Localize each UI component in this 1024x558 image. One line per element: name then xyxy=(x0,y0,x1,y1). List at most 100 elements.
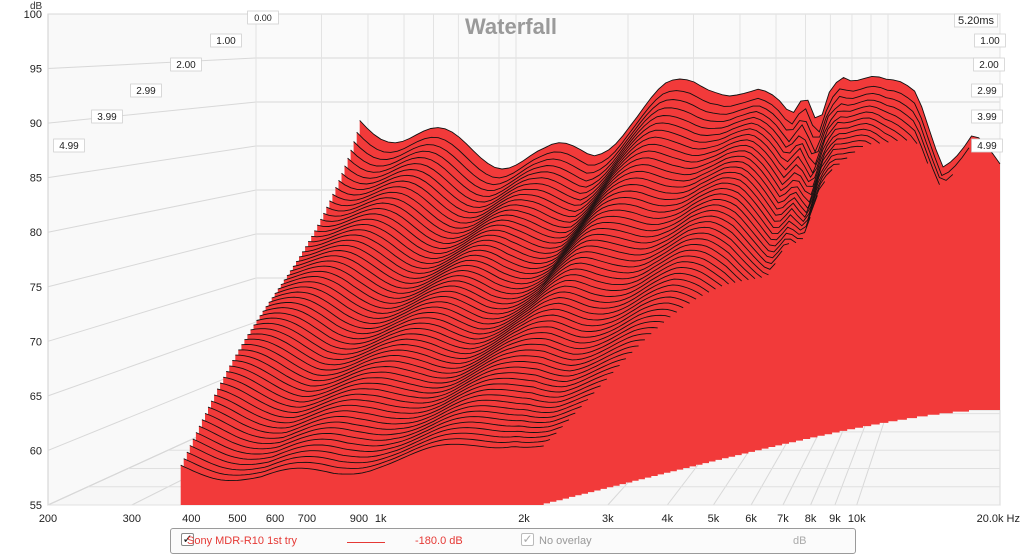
waterfall-slice-line xyxy=(192,419,570,460)
time-tick-label-left: 3.99 xyxy=(97,112,117,123)
waterfall-slice-line xyxy=(332,134,880,224)
waterfall-slice-line xyxy=(305,193,811,269)
time-tick-box xyxy=(53,138,85,153)
waterfall-slice-line xyxy=(338,122,898,214)
waterfall-slice-line xyxy=(241,314,671,376)
waterfall-slice-line xyxy=(198,405,582,450)
waterfall-slice-line xyxy=(216,364,620,419)
time-tick-box xyxy=(170,57,202,72)
grid-line-db-left xyxy=(47,365,257,451)
waterfall-slice-line xyxy=(344,111,918,203)
waterfall-slice-line xyxy=(253,290,697,355)
waterfall-slice-line xyxy=(317,163,840,249)
grid-line-db-left xyxy=(47,145,257,179)
time-tick-label-left: 2.00 xyxy=(176,60,196,71)
waterfall-slice-line xyxy=(238,320,665,382)
x-tick-label: 4k xyxy=(661,513,673,525)
time-tick-label-right: 4.99 xyxy=(977,141,997,152)
waterfall-slice-line xyxy=(326,145,864,234)
waterfall-slice-line xyxy=(292,215,783,289)
y-axis-unit: dB xyxy=(30,1,43,12)
legend-bar: ✓ Sony MDR-R10 1st try -180.0 dB ✓ No ov… xyxy=(170,528,856,554)
overlay-label[interactable]: No overlay xyxy=(539,535,592,547)
waterfall-slice-line xyxy=(268,261,729,329)
waterfall-slice-line xyxy=(311,181,826,259)
waterfall-slice-line xyxy=(235,327,658,387)
waterfall-slice-line xyxy=(195,412,576,455)
time-tick-label-left: 1.00 xyxy=(216,36,236,47)
waterfall-slice-line xyxy=(320,157,848,244)
time-tick-box xyxy=(971,109,1003,124)
x-tick-label: 600 xyxy=(266,513,284,525)
waterfall-slice-line xyxy=(286,226,769,299)
x-tick-label: 900 xyxy=(350,513,368,525)
waterfall-slice-line xyxy=(180,443,544,482)
waterfall-slice-line xyxy=(350,99,940,192)
x-tick-label: 200 xyxy=(39,513,57,525)
waterfall-slice-line xyxy=(289,221,776,294)
waterfall-slice-line xyxy=(223,351,633,408)
series-checkbox[interactable]: ✓ xyxy=(181,532,194,546)
waterfall-slice-line xyxy=(280,238,756,309)
grid-line-db-left xyxy=(47,277,257,342)
waterfall-slice-line xyxy=(356,85,970,179)
x-tick-label: 2k xyxy=(518,513,530,525)
time-tick-label-left: 2.99 xyxy=(136,86,156,97)
grid-line-db-left xyxy=(47,233,257,288)
waterfall-slice-line xyxy=(220,358,626,413)
waterfall-slice-line xyxy=(353,92,954,186)
y-tick-label: 60 xyxy=(30,445,42,457)
waterfall-slice-line xyxy=(341,117,908,208)
time-tick-box xyxy=(130,83,162,98)
x-tick-label: 5k xyxy=(708,513,720,525)
time-tick-box xyxy=(974,33,1006,48)
waterfall-slice-line xyxy=(204,392,595,439)
waterfall-slice-line xyxy=(229,339,645,398)
x-tick-label: 10k xyxy=(848,513,866,525)
waterfall-slice-line xyxy=(183,438,551,476)
grid-line-freq-floor xyxy=(856,409,889,506)
y-tick-label: 80 xyxy=(30,227,42,239)
series-color-swatch xyxy=(347,542,385,543)
y-tick-label: 95 xyxy=(30,64,42,76)
x-tick-label: 400 xyxy=(182,513,200,525)
waterfall-slice-line xyxy=(277,244,749,314)
x-tick-label: 20.0k Hz xyxy=(977,513,1020,525)
time-tick-label-right: 5.20ms xyxy=(958,15,995,27)
time-tick-box xyxy=(91,109,123,124)
x-tick-label: 700 xyxy=(298,513,316,525)
waterfall-slice-line xyxy=(232,333,652,392)
time-tick-box xyxy=(973,57,1005,72)
y-tick-label: 85 xyxy=(30,173,42,185)
waterfall-slice-line xyxy=(335,128,889,219)
y-tick-label: 65 xyxy=(30,391,42,403)
x-tick-label: 9k xyxy=(829,513,841,525)
x-tick-label: 500 xyxy=(228,513,246,525)
waterfall-slice-line xyxy=(247,302,684,366)
x-tick-label: 3k xyxy=(602,513,614,525)
waterfall-slice-line xyxy=(295,209,790,284)
series-name[interactable]: Sony MDR-R10 1st try xyxy=(187,535,298,547)
time-tick-box xyxy=(971,138,1003,153)
waterfall-slice-line xyxy=(207,385,601,434)
time-tick-label-right: 3.99 xyxy=(977,112,997,123)
y-tick-label: 100 xyxy=(24,9,42,21)
waterfall-slice-line xyxy=(256,284,703,350)
y-tick-label: 55 xyxy=(30,500,42,512)
waterfall-slice-line xyxy=(250,296,690,360)
waterfall-slice-line xyxy=(323,151,856,239)
waterfall-slice-line xyxy=(301,198,804,274)
time-tick-label-right: 1.00 xyxy=(980,36,1000,47)
waterfall-slice-line xyxy=(186,432,557,471)
threshold-value[interactable]: -180.0 dB xyxy=(415,535,463,547)
overlay-checkbox[interactable]: ✓ xyxy=(521,532,534,546)
grid-line-db-left xyxy=(47,57,257,70)
waterfall-slice-line xyxy=(265,266,723,335)
waterfall-slice-line xyxy=(210,378,608,429)
chart-axes: 55 60 65 70 75 80 85 90 95 100 200 300 400 500 600 700 9… xyxy=(24,9,1020,525)
waterfall-slice-line xyxy=(274,249,743,319)
waterfall-slice-line xyxy=(283,232,762,304)
waterfall-slice-line xyxy=(201,399,589,445)
time-tick-label-left: 4.99 xyxy=(59,141,79,152)
